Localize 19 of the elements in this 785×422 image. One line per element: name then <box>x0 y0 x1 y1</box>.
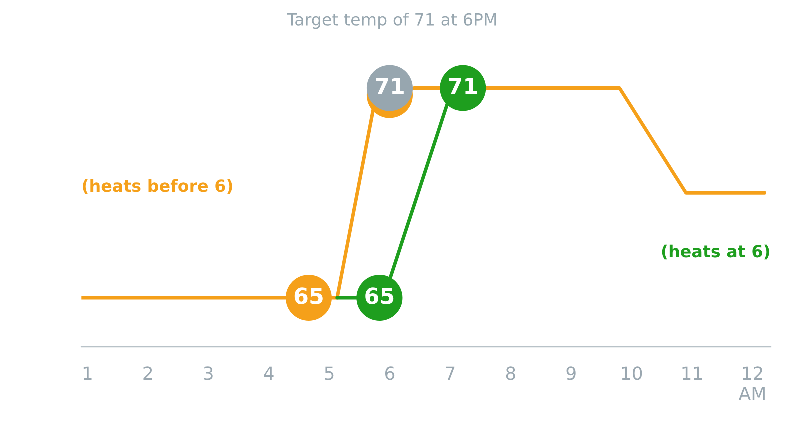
x-tick-label: 7 <box>446 366 455 380</box>
text: (heats before 6) <box>83 179 232 194</box>
data-label: 65 <box>366 288 394 304</box>
chart-title: Target temp of 71 at 6PM <box>287 13 496 30</box>
x-tick-label: 11 <box>682 366 702 380</box>
x-tick-label: 12 AM <box>738 366 765 400</box>
data-label: 71 <box>449 78 478 94</box>
x-tick-label: 6 <box>385 366 395 380</box>
x-tick-label: 10 <box>622 366 642 380</box>
x-tick-label: 5 <box>325 366 334 380</box>
data-label: 71 <box>376 78 404 94</box>
data-label: 65 <box>294 288 323 304</box>
x-tick-label: 3 <box>204 366 213 380</box>
x-tick-label: 4 <box>264 366 274 380</box>
x-tick-label: 9 <box>566 366 576 380</box>
x-tick-label: 1 <box>84 366 92 380</box>
x-tick-label: 8 <box>506 366 516 380</box>
text: (heats at 6) <box>662 244 770 260</box>
x-tick-label: 2 <box>144 366 152 380</box>
